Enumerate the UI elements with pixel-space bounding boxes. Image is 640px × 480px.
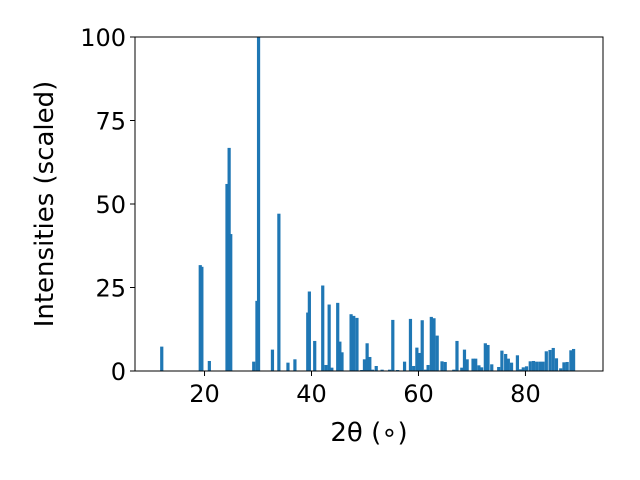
bar: [426, 364, 430, 371]
bar: [313, 340, 317, 371]
bar: [544, 351, 548, 371]
bar: [255, 300, 259, 371]
x-tick-label: 80: [510, 380, 541, 408]
bar: [551, 347, 555, 371]
x-axis-label: 2θ (∘): [330, 418, 407, 448]
bar: [391, 319, 395, 371]
bar: [504, 353, 508, 371]
bar: [374, 365, 378, 371]
bar: [229, 234, 233, 371]
bar: [509, 362, 514, 371]
bar: [565, 361, 569, 371]
bar: [420, 320, 424, 371]
bar: [338, 341, 342, 371]
bar: [535, 361, 539, 371]
bar: [506, 358, 510, 371]
bar: [340, 352, 344, 371]
bar: [387, 369, 392, 371]
bar: [524, 366, 529, 371]
bar: [160, 346, 164, 371]
x-tick-label: 20: [189, 380, 220, 408]
bar: [559, 368, 563, 371]
bar: [200, 266, 204, 371]
bar: [440, 361, 444, 371]
bar: [370, 369, 375, 371]
bar: [486, 344, 490, 371]
x-tick-label: 60: [403, 380, 434, 408]
bar: [324, 364, 328, 371]
bar: [500, 350, 504, 371]
bar: [465, 359, 469, 371]
bar: [554, 358, 559, 371]
bar: [293, 359, 297, 371]
bar: [531, 360, 536, 371]
y-axis-ticks: 0 25 50 75 100: [80, 24, 135, 386]
bar: [474, 358, 478, 371]
bars-group: [160, 37, 576, 371]
bar: [355, 317, 359, 371]
bar: [349, 314, 353, 371]
bar: [538, 361, 542, 371]
bar: [477, 365, 481, 371]
bar: [415, 347, 419, 371]
bar: [571, 348, 576, 371]
bar: [528, 361, 532, 371]
bar: [452, 369, 456, 371]
bar: [252, 361, 256, 371]
bar: [352, 315, 356, 371]
bar: [380, 369, 384, 371]
bar: [429, 316, 433, 371]
bar: [207, 360, 211, 371]
bar: [497, 366, 501, 371]
bar: [330, 367, 334, 371]
bar: [306, 312, 310, 371]
bar: [443, 361, 447, 371]
bar: [569, 350, 573, 371]
bar: [277, 213, 281, 371]
bar: [365, 343, 369, 371]
bar: [225, 183, 229, 371]
bar: [432, 318, 436, 371]
bar: [562, 362, 566, 371]
bar: [455, 340, 459, 371]
bar: [479, 367, 484, 371]
bar: [327, 304, 331, 371]
bar: [402, 361, 407, 371]
bar: [435, 335, 439, 371]
bar: [362, 359, 367, 371]
bar: [270, 349, 275, 371]
bar: [541, 361, 545, 371]
y-axis-label: Intensities (scaled): [30, 81, 60, 328]
bar: [471, 358, 475, 371]
x-axis-ticks: 20 40 60 80: [189, 371, 541, 408]
plot-frame: [134, 36, 604, 372]
y-tick-label: 75: [95, 108, 126, 136]
bar: [368, 356, 372, 371]
bar: [483, 343, 487, 371]
bar: [521, 367, 525, 371]
bar: [519, 369, 523, 371]
bar: [515, 355, 520, 371]
bar: [460, 367, 464, 371]
bar: [256, 37, 261, 371]
x-tick-label: 40: [296, 380, 327, 408]
bar: [548, 349, 552, 371]
bar: [286, 362, 290, 371]
y-tick-label: 50: [95, 191, 126, 219]
y-tick-label: 0: [111, 358, 126, 386]
bar: [336, 302, 340, 371]
bar: [321, 285, 325, 371]
bar: [462, 349, 467, 371]
y-tick-label: 100: [80, 24, 126, 52]
bar: [307, 291, 311, 371]
bar: [423, 369, 428, 371]
bar: [408, 318, 413, 371]
y-tick-label: 25: [95, 275, 126, 303]
bar: [417, 352, 422, 371]
bar: [490, 364, 494, 371]
bar: [412, 365, 416, 371]
